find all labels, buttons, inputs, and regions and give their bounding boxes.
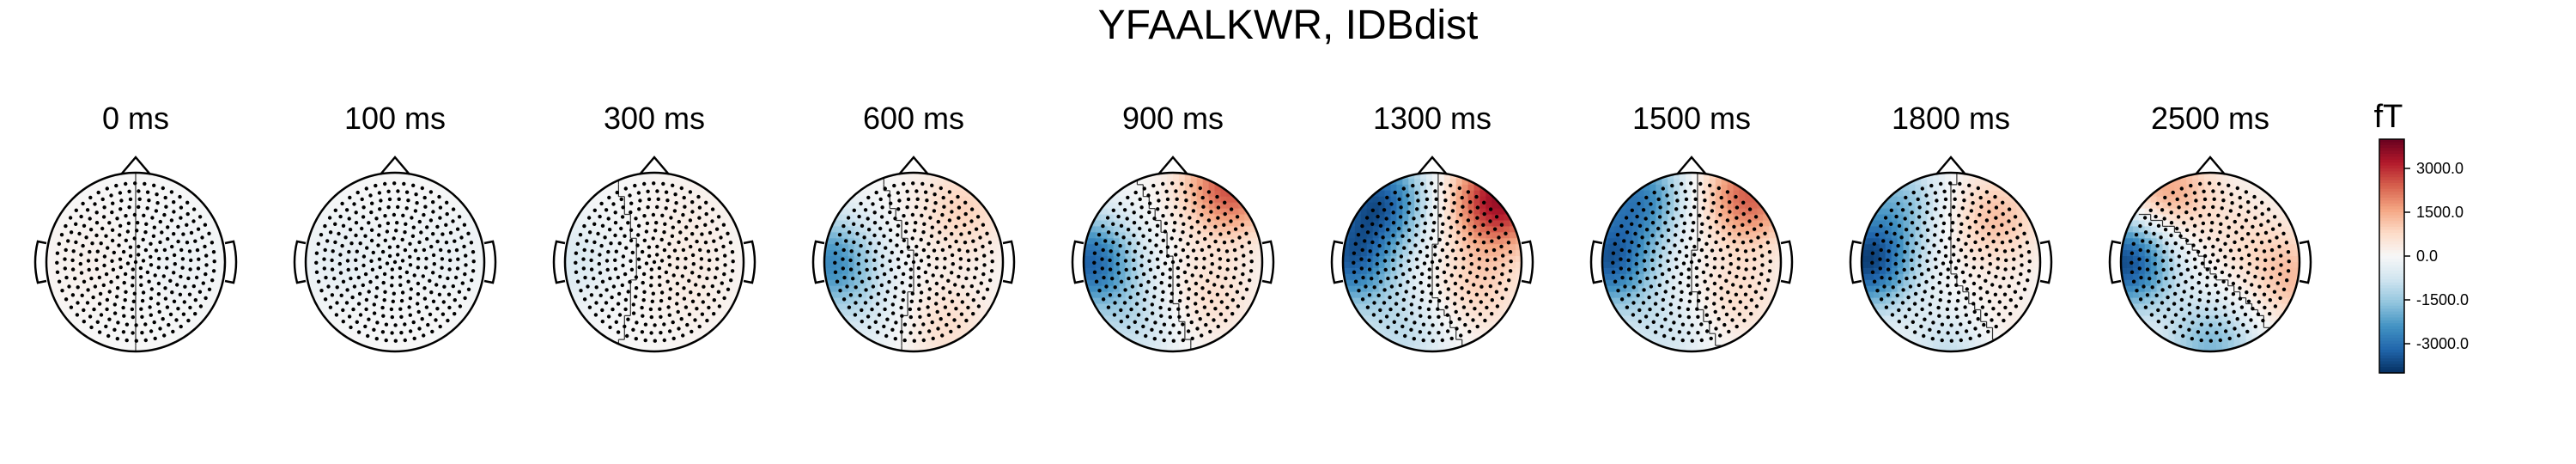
panel-time-label: 900 ms — [1122, 101, 1224, 136]
left-ear-outline — [552, 240, 566, 284]
nose-outline — [120, 156, 151, 175]
topomap-panel: 1500 ms — [1589, 101, 1794, 353]
head-outline — [1082, 171, 1264, 353]
left-ear-outline — [293, 240, 307, 284]
left-ear-outline — [1330, 240, 1344, 284]
right-ear-outline — [483, 240, 497, 284]
nose-outline — [639, 156, 670, 175]
panel-time-label: 1300 ms — [1373, 101, 1492, 136]
right-ear-outline — [2299, 240, 2312, 284]
head-outline — [563, 171, 745, 353]
sensor-dots — [2129, 181, 2291, 343]
topomap-heat — [2121, 173, 2300, 351]
right-ear-outline — [2039, 240, 2053, 284]
colorbar-tick-label: 3000.0 — [2416, 160, 2464, 177]
left-ear-outline — [33, 240, 47, 284]
sensor-dots — [314, 181, 476, 343]
left-ear-outline — [1589, 240, 1603, 284]
left-ear-outline — [1849, 240, 1862, 284]
right-ear-outline — [743, 240, 756, 284]
head-outline — [2119, 171, 2301, 353]
sensor-dots — [833, 181, 994, 343]
right-ear-outline — [1002, 240, 1016, 284]
panel-time-label: 0 ms — [102, 101, 169, 136]
right-ear-outline — [224, 240, 238, 284]
topomap-panel: 0 ms — [33, 101, 238, 353]
nose-outline — [898, 156, 929, 175]
head-outline — [1601, 171, 1783, 353]
colorbar-tick-label: -1500.0 — [2416, 291, 2469, 308]
colorbar-tick-label: 1500.0 — [2416, 204, 2464, 221]
colorbar-tick-label: 0.0 — [2416, 247, 2438, 265]
sensor-dots — [574, 181, 735, 343]
sensor-dots — [1092, 181, 1254, 343]
nose-outline — [1935, 156, 1966, 175]
topomap-panel: 300 ms — [552, 101, 756, 353]
head-outline — [823, 171, 1005, 353]
topomap-panel: 600 ms — [811, 101, 1016, 353]
zero-contour — [1950, 173, 1999, 340]
head-outline — [304, 171, 486, 353]
head-outline — [1860, 171, 2042, 353]
sensor-dots — [1352, 181, 1513, 343]
nose-outline — [1676, 156, 1707, 175]
topomap-panel: 1300 ms — [1330, 101, 1534, 353]
nose-outline — [2195, 156, 2226, 175]
topomap-panel: 2500 ms — [2108, 101, 2312, 353]
sensor-dots — [1870, 181, 2032, 343]
left-ear-outline — [811, 240, 825, 284]
left-ear-outline — [1071, 240, 1084, 284]
head-outline — [1341, 171, 1523, 353]
figure-title: YFAALKWR, IDBdist — [1097, 3, 1479, 48]
right-ear-outline — [1521, 240, 1534, 284]
colorbar: fT 3000.0 1500.0 0.0 -1500.0 -3000.0 — [2374, 99, 2469, 374]
topomap-panel: 900 ms — [1071, 101, 1275, 353]
panel-time-label: 1500 ms — [1632, 101, 1751, 136]
panel-time-label: 1800 ms — [1892, 101, 2010, 136]
nose-outline — [380, 156, 410, 175]
panel-time-label: 600 ms — [863, 101, 964, 136]
right-ear-outline — [1261, 240, 1275, 284]
nose-outline — [1417, 156, 1448, 175]
panel-time-label: 2500 ms — [2151, 101, 2269, 136]
panel-time-label: 300 ms — [604, 101, 705, 136]
head-outline — [45, 171, 227, 353]
right-ear-outline — [1780, 240, 1794, 284]
colorbar-unit-label: fT — [2374, 99, 2403, 135]
nose-outline — [1157, 156, 1188, 175]
sensor-dots — [55, 181, 216, 343]
panel-time-label: 100 ms — [344, 101, 446, 136]
topomap-panel: 1800 ms — [1849, 101, 2053, 353]
topomap-heat — [1862, 173, 2040, 351]
sensor-dots — [1611, 181, 1772, 343]
colorbar-tick-label: -3000.0 — [2416, 335, 2469, 352]
topomap-panel: 100 ms — [293, 101, 497, 353]
left-ear-outline — [2108, 240, 2122, 284]
